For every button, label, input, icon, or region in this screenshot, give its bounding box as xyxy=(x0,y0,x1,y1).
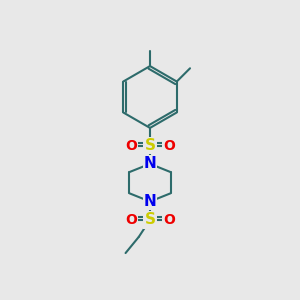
Text: O: O xyxy=(125,139,137,153)
Text: O: O xyxy=(163,213,175,227)
Text: S: S xyxy=(145,138,155,153)
Text: N: N xyxy=(144,194,156,209)
Text: S: S xyxy=(145,212,155,227)
Text: N: N xyxy=(144,156,156,171)
Text: O: O xyxy=(125,213,137,227)
Text: O: O xyxy=(163,139,175,153)
